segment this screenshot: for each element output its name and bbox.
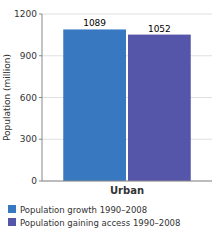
grid-line [42, 14, 212, 15]
data-labels: 1089 1052 [83, 18, 171, 33]
x-axis: Urban [110, 185, 144, 196]
bars [63, 29, 191, 181]
tick-label: 900 [20, 51, 37, 61]
chart: 03006009001200Population (million)108910… [0, 0, 220, 231]
y-axis-label: Population (million) [2, 54, 12, 141]
tick-label: 300 [20, 134, 37, 144]
legend-label: Population growth 1990–2008 [20, 205, 147, 215]
grid-line [42, 181, 212, 182]
chart-container: 03006009001200Population (million)108910… [0, 0, 220, 231]
y-axis: 0 300 600 900 1200 [14, 9, 42, 186]
x-axis-line [42, 181, 212, 182]
bar [63, 29, 126, 181]
tick-label: 1200 [14, 9, 37, 19]
tick-label: 600 [20, 93, 37, 103]
data-label: 1052 [148, 24, 171, 34]
legend-swatch [8, 205, 16, 213]
category-label: Urban [110, 185, 144, 196]
legend-swatch [8, 218, 16, 226]
bar [128, 35, 191, 181]
data-label: 1089 [83, 18, 106, 28]
legend-label: Population gaining access 1990–2008 [20, 218, 180, 228]
grid [42, 14, 212, 181]
legend: Population growth 1990–2008 Population ga… [8, 205, 180, 228]
y-axis-line [42, 14, 43, 181]
tick-label: 0 [31, 176, 37, 186]
